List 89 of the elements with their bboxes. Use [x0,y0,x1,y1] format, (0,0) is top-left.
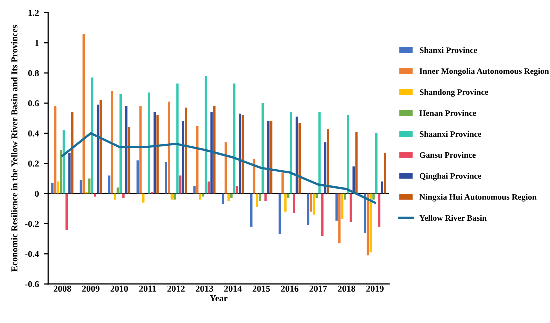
bar [176,84,179,194]
x-tick-label: 2015 [252,286,270,292]
bar [384,153,386,194]
y-tick-label: -0.2 [25,221,39,228]
y-axis-title: Economic Resilience in the Yellow River Basin and Its Provinces [11,25,18,272]
bar [321,194,324,236]
x-tick-label: 2013 [196,286,214,292]
legend-label: Henan Province [420,110,476,116]
x-tick-label: 2014 [224,286,242,292]
bar [60,150,62,194]
y-tick-label: 0.4 [28,130,40,137]
bar [310,194,312,212]
bar [148,92,150,194]
bar [236,186,239,194]
bar [344,194,346,200]
legend-label: Qinghai Province [420,173,482,181]
x-tick-label: 2008 [54,286,72,292]
bar [364,194,366,233]
bar [57,182,60,194]
bar [327,128,330,194]
bar [210,112,213,194]
bar [122,194,125,198]
x-tick-label: 2011 [139,286,156,292]
bar [179,176,182,194]
bar [381,182,384,194]
legend-label: Shaanxi Province [420,131,482,138]
bar [282,172,284,194]
bar [68,153,71,194]
bar [202,194,204,197]
bar [267,121,270,194]
bar [239,114,242,194]
bar [88,178,91,194]
legend-label: Gansu Province [420,152,476,158]
y-tick-label: 1.2 [28,10,39,16]
bar [214,106,216,194]
x-tick-label: 2018 [338,286,356,292]
bar [174,194,176,200]
bar [256,194,258,208]
bar [80,180,82,194]
legend-label: Ningxia Hui Autonomous Region [420,194,537,202]
y-tick-label: -0.4 [25,251,40,258]
bar [284,194,287,212]
bar [52,183,54,194]
bar [182,121,185,194]
bar [230,194,233,198]
bar [264,194,267,202]
bar [356,132,358,194]
bar [290,112,292,194]
bar [222,194,224,204]
y-tick-label: 0.8 [28,70,40,76]
x-tick-label: 2019 [366,286,384,292]
bar [94,194,96,197]
bar [140,106,142,194]
y-tick-label: -0.6 [25,281,40,288]
x-axis-title: Year [210,296,228,302]
legend-label: Shandong Province [420,89,488,97]
bar [156,115,159,194]
bar [66,194,68,230]
y-tick-label: 0 [35,190,40,198]
legend-label: Yellow River Basin [420,215,487,222]
bar [228,194,230,202]
bar [108,176,111,194]
bar [208,182,210,194]
legend-label: Shanxi Province [420,47,478,54]
bar [194,186,196,194]
bar [372,194,375,200]
bar [165,162,168,194]
y-tick-label: 0.2 [28,160,39,167]
bar [293,194,296,214]
bar [168,102,170,194]
line-series [62,132,376,204]
bar [347,115,350,194]
bar [120,94,122,194]
bar [338,194,341,244]
bar [96,104,100,194]
x-tick-label: 2017 [310,286,328,292]
bar [352,166,356,194]
bar [318,112,321,194]
x-tick-label: 2016 [281,286,299,292]
x-tick-label: 2009 [82,286,100,292]
y-tick-label: 1 [36,40,39,46]
bar [185,108,188,194]
x-tick-label: 2010 [110,286,128,292]
legend-label: Inner Mongolia Autonomous Region [420,68,550,76]
y-tick-label: 0.6 [28,100,40,107]
bar [111,91,114,194]
bar [336,194,338,221]
bar [114,194,116,200]
x-tick-label: 2012 [168,286,185,292]
